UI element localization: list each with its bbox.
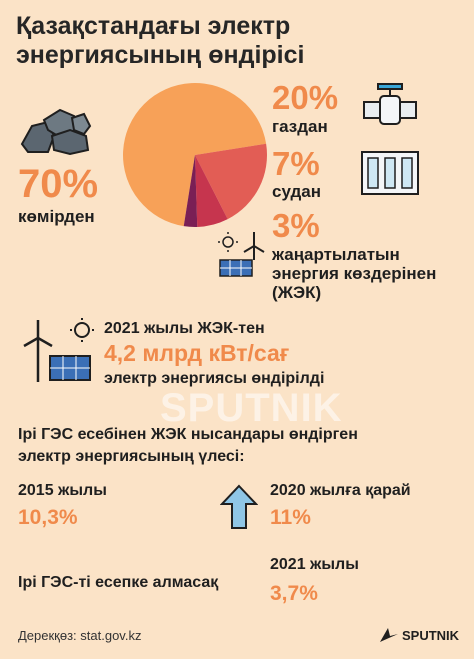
pie-slice-2: [195, 155, 228, 227]
renewables-amount: 4,2 млрд кВт/сағ: [104, 340, 290, 366]
pie-slice-1: [195, 143, 267, 220]
gas-valve-icon: [363, 83, 417, 125]
coal-label: көмірден: [18, 207, 95, 226]
share-heading-line2: электр энергиясының үлесі:: [18, 448, 245, 465]
renewable-label: жаңартылатын энергия көздерінен (ЖЭК): [272, 245, 437, 302]
sputnik-logo: SPUTNIK: [380, 628, 460, 643]
year-2015-label: 2015 жылы: [18, 482, 107, 499]
pie-slice-0: [123, 83, 267, 227]
year-2015-value: 10,3%: [18, 506, 78, 529]
share-heading-line1: Ірі ГЭС есебінен ЖЭК нысандары өндірген: [18, 426, 358, 443]
logo-text: SPUTNIK: [402, 628, 460, 643]
share-heading: Ірі ГЭС есебінен ЖЭК нысандары өндірген …: [18, 424, 358, 468]
renewables-line3: электр энергиясы өндірілді: [104, 370, 325, 387]
pie-chart: [123, 83, 267, 227]
solar-wind-icon: [218, 232, 265, 277]
renewable-percent: 3%: [272, 207, 320, 244]
gas-label: газдан: [272, 117, 328, 136]
page-title: Қазақстандағы электр энергиясының өндірі…: [16, 12, 305, 69]
source-text: Дерекқөз: stat.gov.kz: [18, 628, 142, 643]
pie-slice-3: [183, 155, 198, 227]
solar-wind-large-icon: [23, 318, 94, 382]
year-2021-value: 3,7%: [270, 582, 318, 605]
gas-percent: 20%: [272, 79, 339, 116]
excl-hydro-label: Ірі ГЭС-ті есепке алмасақ: [18, 574, 219, 591]
year-2020-value: 11%: [270, 506, 311, 529]
dam-icon: [361, 151, 419, 195]
hydro-percent: 7%: [272, 145, 320, 182]
arrow-up-icon: [220, 484, 258, 529]
hydro-label: судан: [272, 182, 321, 201]
watermark: SPUTNIK: [160, 386, 343, 430]
year-2020-label: 2020 жылға қарай: [270, 482, 411, 499]
coal-icon: [20, 108, 92, 156]
renewables-line1: 2021 жылы ЖЭК-тен: [104, 320, 265, 337]
coal-percent: 70%: [18, 162, 99, 206]
year-2021-label: 2021 жылы: [270, 556, 359, 573]
